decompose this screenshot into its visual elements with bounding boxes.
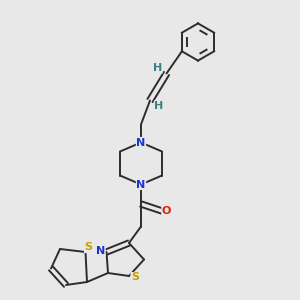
Text: H: H xyxy=(153,63,162,73)
Text: O: O xyxy=(162,206,171,217)
Text: N: N xyxy=(96,245,105,256)
Text: N: N xyxy=(136,179,146,190)
Text: S: S xyxy=(131,272,139,283)
Text: S: S xyxy=(85,242,92,253)
Text: N: N xyxy=(136,137,146,148)
Text: H: H xyxy=(154,101,164,111)
